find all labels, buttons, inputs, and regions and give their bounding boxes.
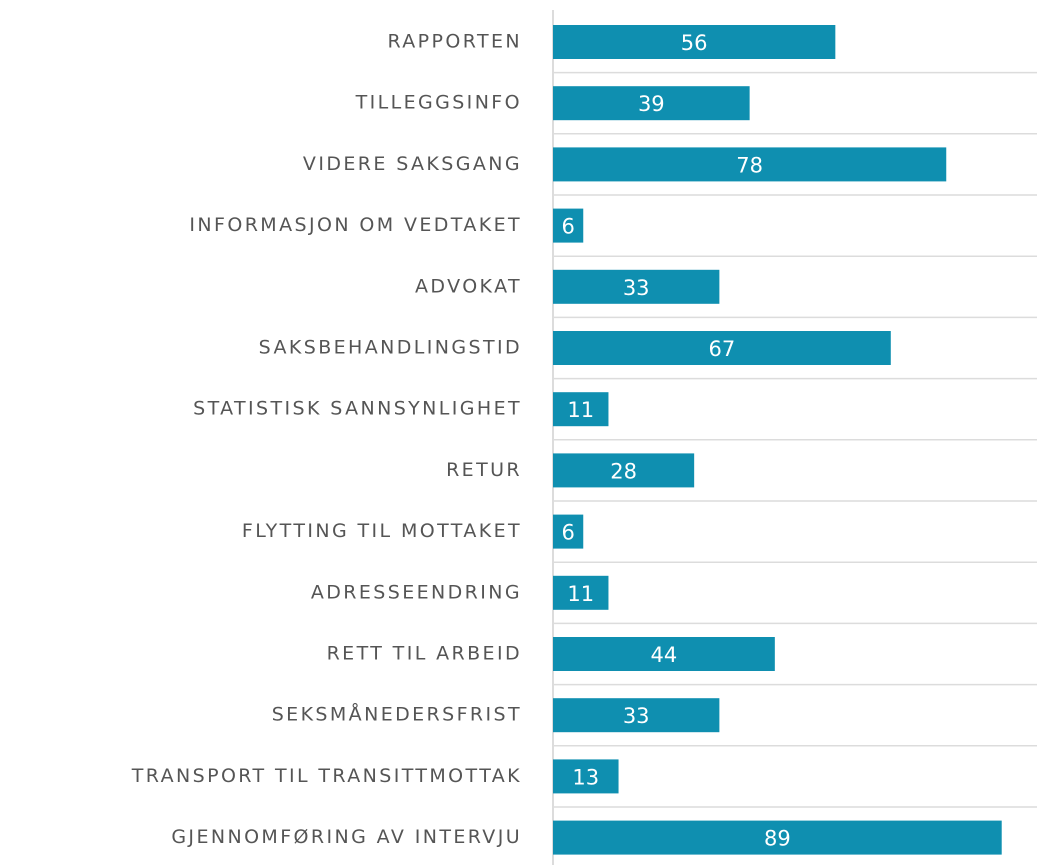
value-label: 33 <box>623 276 650 300</box>
bar <box>553 208 584 243</box>
bar <box>553 392 609 427</box>
value-label: 33 <box>623 704 650 728</box>
bar <box>553 331 891 365</box>
bar <box>553 698 720 733</box>
bar <box>553 637 775 671</box>
category-label: RETT TIL ARBEID <box>327 643 522 665</box>
value-label: 89 <box>764 827 791 851</box>
value-label: 11 <box>567 582 594 606</box>
category-label: ADRESSEENDRING <box>311 581 522 603</box>
value-label: 28 <box>610 459 637 483</box>
value-label: 13 <box>572 765 599 789</box>
category-label: SAKSBEHANDLINGSTID <box>259 337 522 359</box>
category-label: RETUR <box>446 459 522 481</box>
category-label: TRANSPORT TIL TRANSITTMOTTAK <box>131 765 522 787</box>
value-label: 39 <box>638 92 665 116</box>
value-label: 56 <box>681 31 708 55</box>
category-label: ADVOKAT <box>415 275 522 297</box>
category-label: VIDERE SAKSGANG <box>303 153 522 175</box>
category-label: GJENNOMFØRING AV INTERVJU <box>171 826 522 848</box>
bar <box>553 575 609 610</box>
value-label: 78 <box>736 153 763 177</box>
value-label: 67 <box>709 337 736 361</box>
category-label: STATISTISK SANNSYNLIGHET <box>193 398 522 420</box>
category-label: INFORMASJON OM VEDTAKET <box>189 214 522 236</box>
bar <box>553 86 750 121</box>
bar <box>553 25 836 59</box>
value-label: 11 <box>567 398 594 422</box>
category-label: SEKSMÅNEDERSFRIST <box>272 703 522 726</box>
bar <box>553 514 584 549</box>
bar <box>553 759 619 794</box>
value-label: 6 <box>561 215 574 239</box>
value-label: 44 <box>651 643 678 667</box>
value-label: 6 <box>561 521 574 545</box>
category-label: TILLEGGSINFO <box>355 92 522 114</box>
bar <box>553 147 947 182</box>
bar <box>553 269 720 304</box>
bar <box>553 820 1002 855</box>
category-label: RAPPORTEN <box>387 31 522 53</box>
bar <box>553 453 695 488</box>
category-label: FLYTTING TIL MOTTAKET <box>242 520 522 542</box>
